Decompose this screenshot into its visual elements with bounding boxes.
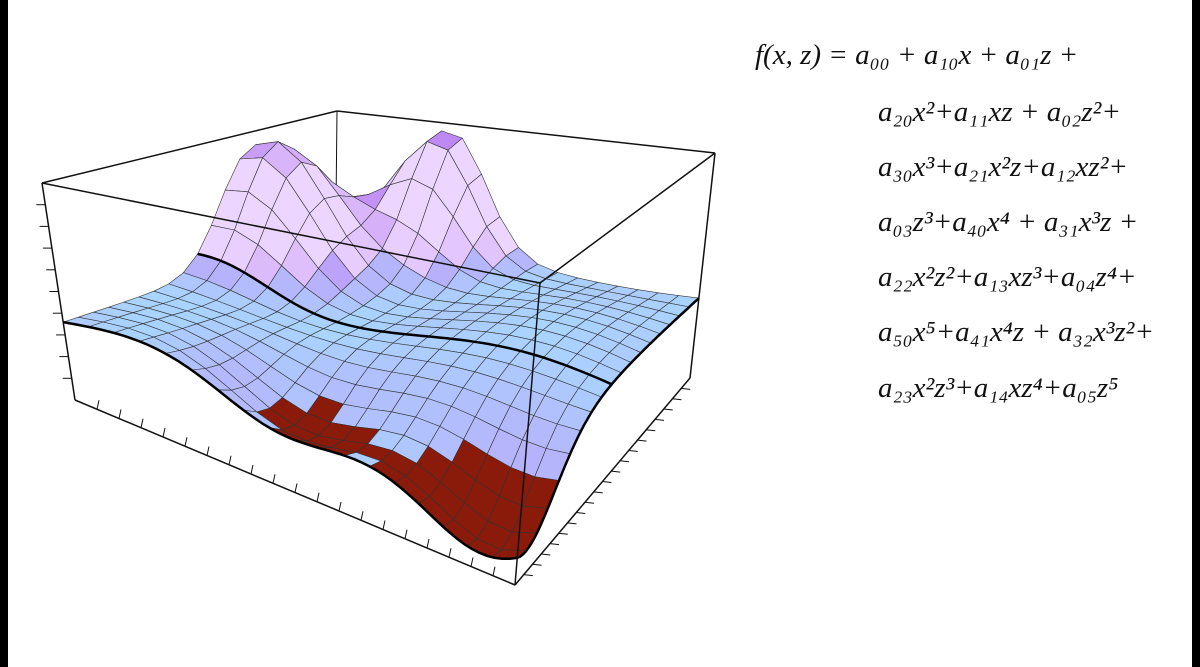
equation-line: f(x, z) = a₀₀ + a₁₀x + a₀₁z + (755, 39, 1078, 71)
axis-tick (250, 464, 254, 475)
axis-tick (118, 409, 122, 419)
axis-tick (619, 460, 630, 463)
equation-line: a₀₃z³+a₄₀x⁴ + a₃₁x³z + (878, 206, 1138, 238)
axis-tick (162, 427, 166, 438)
axis-tick (228, 455, 232, 465)
axis-tick (628, 449, 638, 452)
axis-tick (272, 474, 276, 484)
axis-tick (567, 522, 577, 525)
axis-tick (523, 574, 533, 577)
box-edge (41, 182, 541, 284)
equation-line: a₂₃x²z³+a₁₄xz⁴+a₀₅z⁵ (878, 372, 1118, 404)
axis-tick (382, 520, 386, 530)
equation-line: a₂₀x²+a₁₁xz + a₀₂z²+ (878, 96, 1121, 128)
axis-tick (549, 543, 560, 546)
letterbox-right (1192, 0, 1200, 667)
axis-tick (611, 470, 621, 473)
axis-tick (576, 512, 586, 515)
axis-tick (532, 563, 542, 566)
axis-tick (646, 429, 656, 432)
axis-tick (637, 439, 647, 442)
equation-line: a₂₂x²z²+a₁₃xz³+a₀₄z⁴+ (878, 261, 1136, 293)
letterbox-left (0, 0, 8, 667)
box-edge (336, 110, 716, 154)
axis-tick (360, 511, 364, 521)
axis-tick (140, 418, 144, 428)
axis-tick (426, 538, 430, 549)
surface-edge (62, 320, 518, 561)
axis-tick (541, 553, 551, 556)
axis-tick (316, 492, 320, 502)
axis-tick (470, 557, 474, 567)
axis-tick (593, 491, 603, 494)
axis-tick (584, 501, 595, 504)
box-edge (539, 152, 716, 284)
axis-tick (602, 481, 612, 483)
axis-tick (96, 400, 100, 410)
box-edge (514, 282, 541, 586)
axis-tick (558, 532, 568, 535)
axis-tick (448, 548, 452, 558)
axis-tick (338, 501, 342, 512)
axis-tick (672, 398, 682, 401)
axis-tick (654, 418, 665, 421)
axis-tick (294, 483, 298, 493)
surface-edge (197, 252, 613, 386)
box-edge (41, 110, 338, 184)
box-edge (689, 152, 716, 379)
axis-tick (206, 446, 210, 456)
axis-tick (184, 437, 188, 447)
equation-line: a₅₀x⁵+a₄₁x⁴z + a₃₂x³z²+ (878, 316, 1154, 348)
axis-tick (492, 566, 496, 576)
equation-line: a₃₀x³+a₂₁x²z+a₁₂xz²+ (878, 151, 1128, 183)
axis-tick (681, 387, 691, 390)
axis-tick (663, 408, 673, 411)
axis-tick (404, 529, 408, 539)
